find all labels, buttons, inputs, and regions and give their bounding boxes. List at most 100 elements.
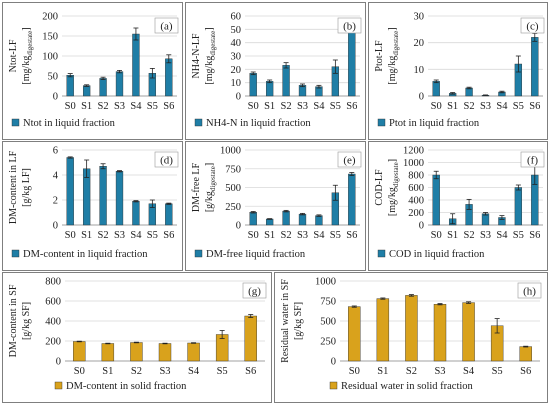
- x-tick-label: S3: [297, 101, 308, 112]
- x-tick-label: S0: [248, 230, 259, 241]
- y-tick-label: 200: [45, 337, 61, 348]
- x-tick-label: S1: [264, 230, 275, 241]
- x-tick-label: S4: [496, 101, 508, 112]
- y-tick-label: 1200: [403, 146, 424, 157]
- legend-label: Ntot in liquid fraction: [23, 118, 116, 129]
- y-axis-unit-text: [g/kg: [204, 191, 215, 212]
- bar: [249, 73, 257, 97]
- bar: [348, 306, 361, 362]
- bar: [481, 213, 490, 226]
- x-tick-label: S6: [529, 230, 540, 241]
- x-tick-label: S5: [147, 230, 158, 241]
- x-tick-label: S1: [447, 101, 458, 112]
- x-tick-label: S1: [264, 101, 275, 112]
- y-tick-label: 10: [231, 78, 242, 89]
- y-axis-unit-text: [mg/kg: [21, 56, 32, 85]
- legend-label: Ptot in liquid fraction: [389, 118, 480, 129]
- y-axis-unit: [mg/kgdigestate]: [387, 27, 400, 84]
- y-tick-label: 750: [225, 164, 241, 175]
- y-tick-label: 200: [408, 208, 424, 219]
- panel-letter-box: [154, 17, 179, 34]
- x-tick-label: S3: [480, 101, 491, 112]
- y-axis-unit: [mg/kgdigestate]: [21, 27, 34, 84]
- y-axis-unit: [g/kg SF]: [293, 302, 304, 340]
- x-tick-label: S6: [520, 366, 531, 377]
- y-axis-unit-text: [mg/kg: [387, 56, 398, 85]
- y-axis-unit-subscript: digestate: [392, 162, 400, 187]
- y-tick-label: 20: [414, 38, 425, 49]
- x-tick-label: S3: [114, 230, 125, 241]
- bar: [265, 218, 274, 226]
- x-tick-label: S5: [513, 101, 524, 112]
- y-axis-unit-subscript: digestate: [209, 31, 217, 56]
- legend-label: DM-free liquid fraction: [206, 249, 306, 260]
- x-tick-label: S2: [98, 101, 109, 112]
- bar: [514, 187, 523, 226]
- panel-h: 0 250 500 750 1000 S0 S1 S2 S3 S4 S5 S6 Residual wat…: [274, 272, 548, 403]
- legend-label: NH4-N in liquid fraction: [206, 118, 311, 129]
- bar: [82, 85, 91, 97]
- y-tick-label: 2: [53, 196, 58, 207]
- x-tick-label: S2: [98, 230, 109, 241]
- x-tick-label: S4: [496, 230, 508, 241]
- x-tick-label: S5: [330, 230, 341, 241]
- panel-letter: (g): [248, 286, 261, 298]
- bar: [132, 201, 140, 226]
- y-tick-label: 400: [408, 196, 424, 207]
- x-tick-label: S0: [248, 101, 259, 112]
- y-tick-label: 750: [320, 297, 336, 308]
- x-tick-label: S6: [245, 366, 256, 377]
- x-tick-label: S2: [281, 230, 292, 241]
- x-tick-label: S4: [313, 101, 325, 112]
- y-axis-label: COD-LF: [374, 169, 385, 206]
- panel-letter: (d): [160, 155, 173, 167]
- legend-swatch: [194, 118, 203, 127]
- y-tick-label: 0: [236, 92, 241, 103]
- panel-a: 0 50 100 150 200 S0 S1 S2 S3 S4 S5 S6 Ntot-LF [mg/kgd…: [2, 2, 183, 140]
- y-axis-label: NH4-N-LF: [191, 33, 202, 78]
- x-tick-label: S5: [147, 101, 158, 112]
- x-tick-label: S3: [297, 230, 308, 241]
- y-axis-label: DM-free LF: [191, 162, 202, 212]
- y-tick-label: 1000: [220, 146, 241, 157]
- x-tick-label: S1: [81, 230, 92, 241]
- y-tick-label: 150: [42, 32, 58, 43]
- legend-swatch: [11, 249, 20, 258]
- panel-g: 0 200 400 600 800 S0 S1 S2 S3 S4 S5 S6 DM-content in…: [2, 272, 272, 403]
- y-axis-unit-subscript: digestate: [26, 31, 34, 56]
- panel-e: 0 250 500 750 1000 S0 S1 S2 S3 S4 S5 S6 DM-free LF [g…: [185, 141, 366, 271]
- y-axis-unit-subscript: digestate: [392, 31, 400, 56]
- x-tick-label: S0: [74, 366, 85, 377]
- x-tick-label: S6: [163, 101, 174, 112]
- y-axis-unit: [mg/kgdigestate]: [387, 159, 400, 216]
- x-tick-label: S6: [163, 230, 174, 241]
- panel-letter-box: [337, 17, 362, 34]
- bar: [298, 213, 307, 226]
- x-tick-label: S1: [102, 366, 113, 377]
- x-tick-label: S3: [434, 366, 445, 377]
- bar: [165, 203, 173, 226]
- bar: [66, 157, 74, 226]
- y-tick-label: 60: [231, 12, 242, 23]
- bar: [66, 74, 74, 97]
- y-tick-label: 30: [231, 52, 242, 63]
- panel-b: 0 10 20 30 40 50 60 S0 S1 S2 S3 S4 S5 S6 NH4-N-LF [mg/k…: [185, 2, 366, 140]
- x-tick-label: S0: [431, 101, 442, 112]
- bar: [249, 212, 257, 226]
- x-tick-label: S5: [330, 101, 341, 112]
- y-axis-unit-text: ]: [387, 159, 398, 162]
- panel-d: 0 2 4 6 S0 S1 S2 S3 S4 S5 S6 DM-content in LF [g/kg …: [2, 141, 183, 271]
- x-tick-label: S2: [464, 101, 475, 112]
- legend-swatch: [377, 249, 386, 258]
- legend-label: DM-content in liquid fraction: [23, 249, 148, 260]
- y-tick-label: 1000: [315, 277, 336, 288]
- bar: [348, 25, 356, 97]
- bar: [99, 166, 107, 226]
- y-tick-label: 4: [53, 171, 59, 182]
- y-axis-label: DM-content in SF: [8, 284, 19, 357]
- x-tick-label: S3: [480, 230, 491, 241]
- y-tick-label: 6: [53, 146, 58, 157]
- y-tick-label: 50: [48, 72, 59, 83]
- x-tick-label: S4: [188, 366, 200, 377]
